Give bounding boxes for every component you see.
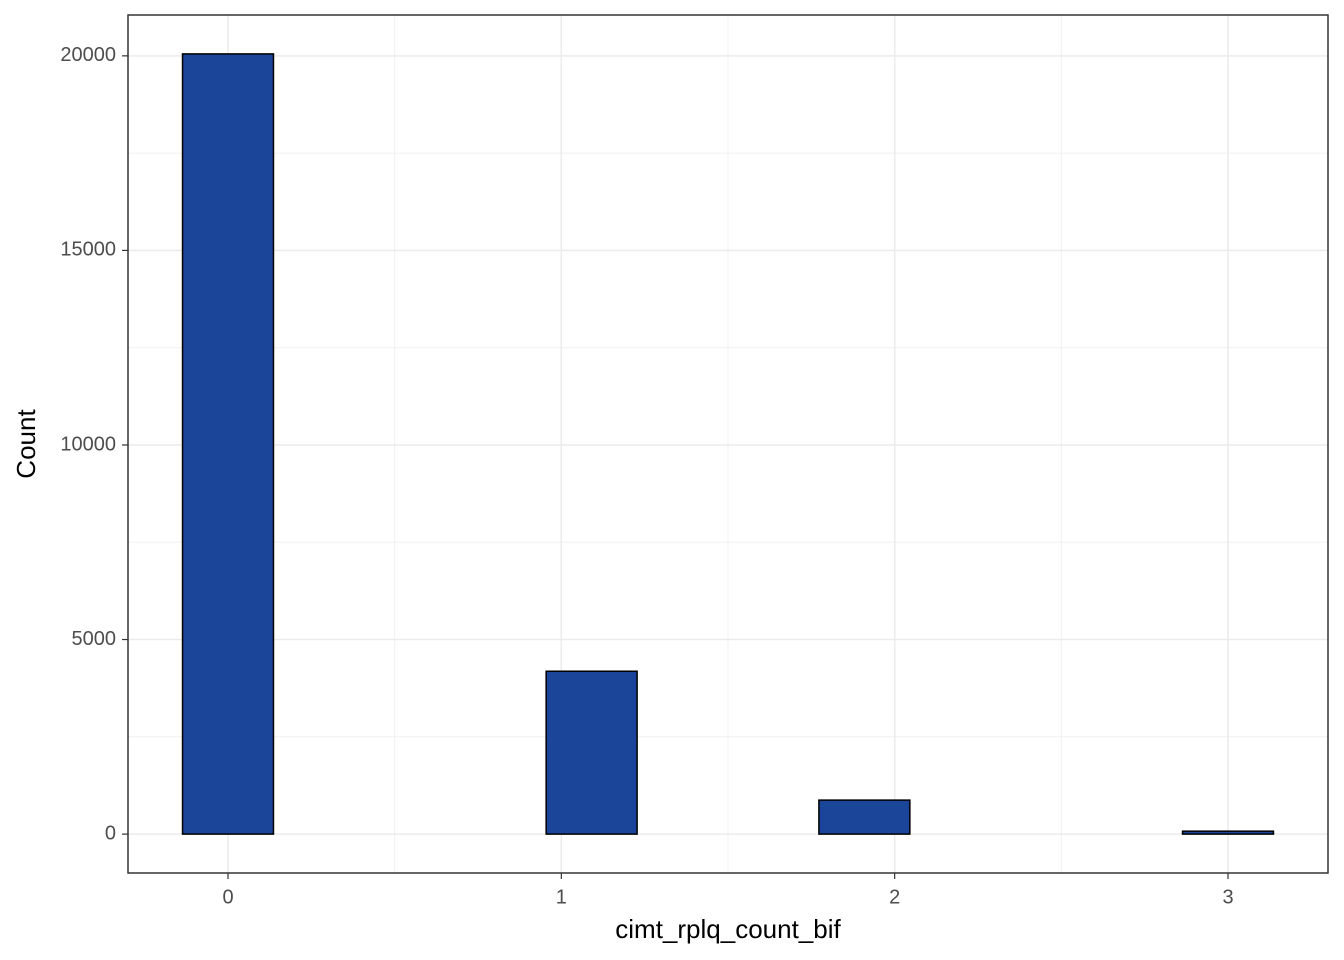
y-tick-label: 10000 (60, 433, 116, 455)
bar (1181, 830, 1275, 835)
y-tick-label: 5000 (72, 628, 117, 650)
bar (181, 53, 275, 835)
y-tick-label: 15000 (60, 239, 116, 261)
x-axis-title: cimt_rplq_count_bif (615, 914, 841, 944)
x-tick-label: 2 (889, 886, 900, 908)
plot-border (127, 14, 1329, 874)
x-tick-label: 0 (222, 886, 233, 908)
x-tick-label: 3 (1222, 886, 1233, 908)
y-axis-title: Count (11, 409, 41, 479)
y-tick-label: 0 (105, 822, 116, 844)
x-tick-label: 1 (556, 886, 567, 908)
y-tick-label: 20000 (60, 44, 116, 66)
bar (545, 670, 638, 835)
bar (818, 799, 911, 835)
